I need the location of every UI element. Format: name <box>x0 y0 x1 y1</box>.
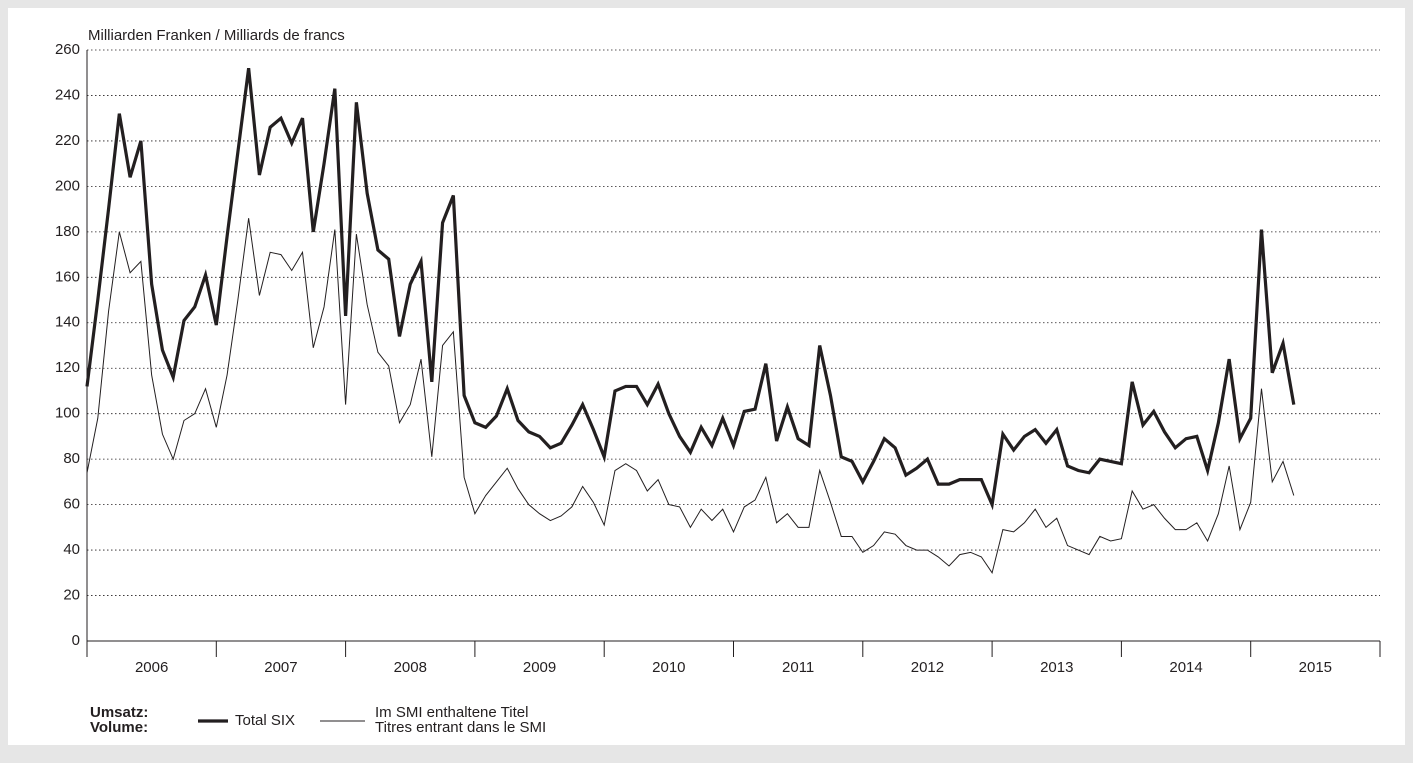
y-tick-label: 80 <box>63 450 80 467</box>
legend-label: Titres entrant dans le SMI <box>375 719 546 736</box>
x-tick-label: 2012 <box>911 659 944 676</box>
y-tick-label: 120 <box>55 359 80 376</box>
legend-title: Volume: <box>90 719 148 736</box>
y-tick-label: 200 <box>55 177 80 194</box>
chart-background <box>8 8 1405 745</box>
y-tick-label: 140 <box>55 314 80 331</box>
x-tick-label: 2006 <box>135 659 168 676</box>
y-tick-label: 260 <box>55 41 80 58</box>
x-tick-label: 2009 <box>523 659 556 676</box>
x-tick-label: 2013 <box>1040 659 1073 676</box>
y-tick-label: 180 <box>55 223 80 240</box>
x-tick-label: 2014 <box>1169 659 1202 676</box>
y-tick-label: 100 <box>55 405 80 422</box>
series-line <box>86 218 1295 575</box>
legend-title: Umsatz: <box>90 704 148 721</box>
x-tick-label: 2011 <box>782 659 814 676</box>
y-tick-label: 240 <box>55 86 80 103</box>
y-tick-label: 60 <box>63 496 80 513</box>
x-tick-label: 2007 <box>264 659 297 676</box>
x-tick-label: 2008 <box>394 659 427 676</box>
y-tick-label: 20 <box>63 587 80 604</box>
y-tick-label: 160 <box>55 268 80 285</box>
y-tick-label: 220 <box>55 132 80 149</box>
y-tick-label: 0 <box>72 632 80 649</box>
x-tick-label: 2010 <box>652 659 685 676</box>
legend-label: Total SIX <box>235 712 295 729</box>
x-tick-label: 2015 <box>1299 659 1332 676</box>
series-line <box>85 67 1296 511</box>
legend-label: Im SMI enthaltene Titel <box>375 704 528 721</box>
y-axis-label: Milliarden Franken / Milliards de francs <box>88 27 345 44</box>
y-tick-label: 40 <box>63 541 80 558</box>
